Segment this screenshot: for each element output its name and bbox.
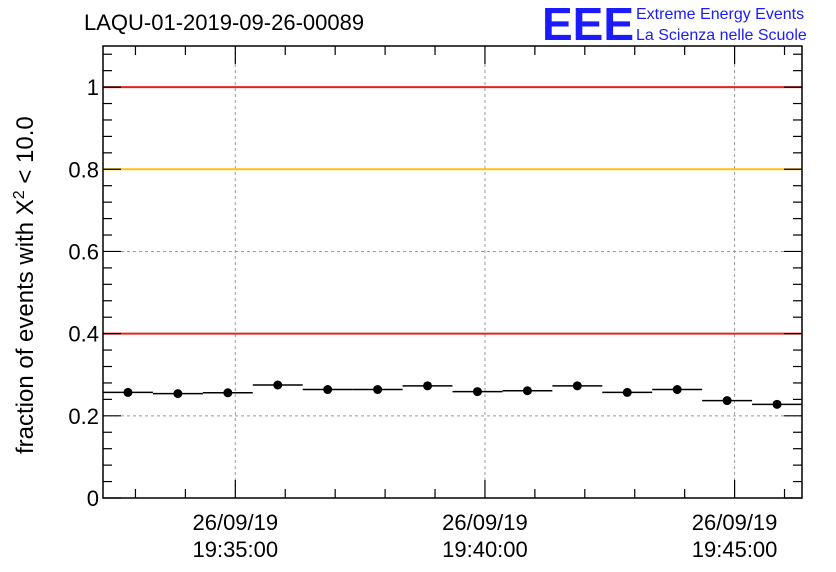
data-point [373, 385, 383, 395]
y-axis-label: fraction of events with X2 < 10.0 [11, 116, 39, 454]
plot-frame [102, 45, 803, 499]
data-point [273, 380, 283, 390]
y-axis-label-superscript: 2 [11, 190, 28, 199]
data-point [572, 381, 582, 391]
x-tick-label-date: 26/09/19 [192, 510, 278, 535]
y-tick-label: 0.6 [68, 239, 99, 264]
data-point [722, 396, 732, 406]
logo-line-1: Extreme Energy Events [636, 6, 804, 23]
x-tick-label-date: 26/09/19 [442, 510, 528, 535]
y-tick-label: 0.4 [68, 322, 99, 347]
data-point [173, 389, 183, 399]
data-point [772, 399, 782, 409]
eee-logo: EEE Extreme Energy Events La Scienza nel… [542, 0, 807, 50]
data-point [223, 388, 233, 398]
data-point [472, 387, 482, 397]
y-axis-label-tail: < 10.0 [12, 116, 39, 190]
data-point [323, 385, 333, 395]
logo-mark: EEE [542, 0, 634, 50]
x-tick-label-time: 19:40:00 [442, 537, 528, 562]
data-point [622, 387, 632, 397]
logo-line-2: La Scienza nelle Scuole [636, 27, 807, 44]
axes: 00.20.40.60.8126/09/1919:35:0026/09/1919… [68, 45, 803, 562]
reference-lines [103, 86, 802, 335]
y-axis-label-main: fraction of events with X [12, 199, 39, 454]
y-tick-label: 1 [87, 75, 99, 100]
data-point [423, 381, 433, 391]
x-tick-label-time: 19:35:00 [192, 537, 278, 562]
data-point [123, 387, 133, 397]
data-points [103, 380, 802, 409]
x-tick-label-time: 19:45:00 [692, 537, 778, 562]
y-tick-label: 0.2 [68, 404, 99, 429]
x-tick-label-date: 26/09/19 [692, 510, 778, 535]
data-point [672, 385, 682, 395]
y-tick-label: 0 [87, 486, 99, 511]
data-point [522, 386, 532, 396]
chart-title: LAQU-01-2019-09-26-00089 [84, 10, 364, 35]
y-tick-label: 0.8 [68, 157, 99, 182]
grid [103, 46, 802, 498]
